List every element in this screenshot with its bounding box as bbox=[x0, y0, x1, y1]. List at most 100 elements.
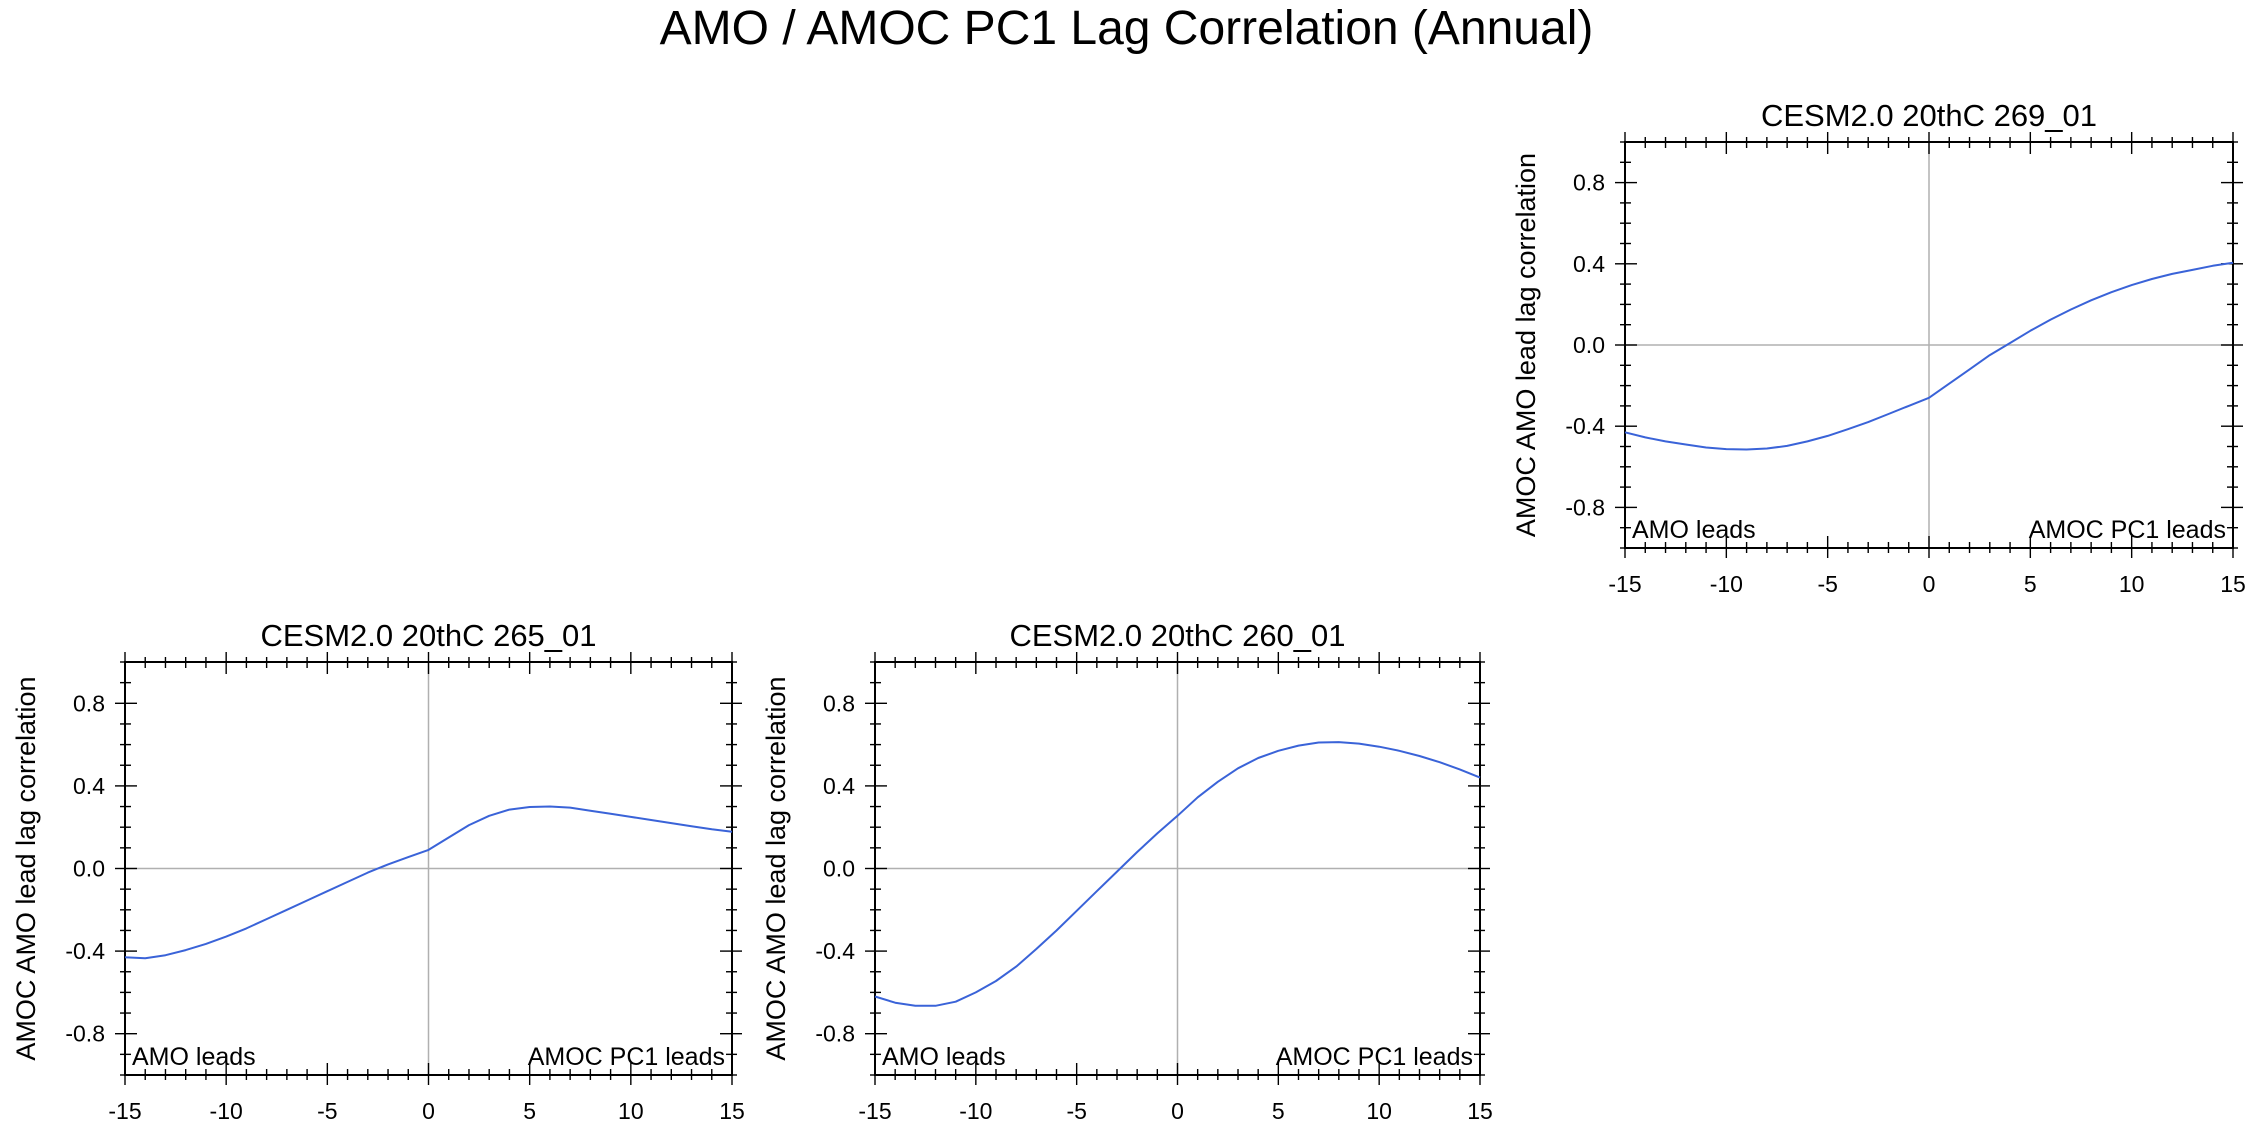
chart-269-01-data-point bbox=[1726, 448, 1728, 450]
chart-269-01-data-point bbox=[1969, 369, 1971, 371]
chart-269-01-data-point bbox=[2009, 342, 2011, 344]
chart-269-01-data-point bbox=[2111, 291, 2113, 293]
chart-269-01-data-point bbox=[2212, 265, 2214, 267]
chart-260-01-data-point bbox=[1197, 796, 1199, 798]
chart-260-01-data-point bbox=[955, 1001, 957, 1003]
chart-265-01-data-point bbox=[731, 831, 733, 833]
chart-260-01-data-point bbox=[1318, 742, 1320, 744]
chart-265-01-data-point bbox=[306, 900, 308, 902]
chart-260-01-data-point bbox=[995, 980, 997, 982]
chart-269-01-data-point bbox=[1807, 441, 1809, 443]
chart-260-01-data-point bbox=[1419, 755, 1421, 757]
chart-269-01-data-point bbox=[1644, 437, 1646, 439]
chart-265-01-series-line bbox=[124, 805, 733, 960]
chart-265-01-data-point bbox=[448, 837, 450, 839]
chart-269-01-xtick-label: -10 bbox=[1710, 571, 1743, 597]
chart-269-01-data-point bbox=[1705, 447, 1707, 449]
chart-265-01-data-point bbox=[509, 809, 511, 811]
chart-269-01-data-point bbox=[1786, 445, 1788, 447]
panel-260-01: -15 -10 -5 0 5 10 15 -0.8 -0.4 0.0 0.4 0.8 CESM2.0 2… bbox=[761, 618, 1493, 1124]
chart-265-01-ylabel: AMOC AMO lead lag correlation bbox=[11, 676, 41, 1060]
chart-260-01-data-point bbox=[1136, 851, 1138, 853]
chart-260-01-data-point bbox=[894, 1002, 896, 1004]
chart-260-01-data-point bbox=[1096, 890, 1098, 892]
page-title: AMO / AMOC PC1 Lag Correlation (Annual) bbox=[659, 2, 1594, 55]
chart-260-01-ytick-label: 0.0 bbox=[823, 856, 855, 882]
chart-265-01-annotation-amoc-leads: AMOC PC1 leads bbox=[528, 1043, 725, 1071]
chart-260-01-data-point bbox=[1399, 750, 1401, 752]
chart-265-01-xtick-label: 15 bbox=[719, 1098, 745, 1124]
chart-265-01-data-point bbox=[327, 890, 329, 892]
chart-260-01-data-point bbox=[1459, 769, 1461, 771]
chart-265-01-data-point bbox=[266, 918, 268, 920]
chart-269-01-data-point bbox=[1766, 448, 1768, 450]
chart-269-01-xtick-label: 5 bbox=[2024, 571, 2037, 597]
chart-265-01-annotation-amo-leads: AMO leads bbox=[132, 1043, 256, 1071]
chart-269-01-xtick-label: 10 bbox=[2119, 571, 2145, 597]
chart-269-01-data-point bbox=[1746, 449, 1748, 451]
chart-265-01-data-point bbox=[488, 815, 490, 817]
chart-260-01-data-point bbox=[1278, 750, 1280, 752]
chart-269-01-data-point bbox=[2131, 284, 2133, 286]
chart-260-01-data-point bbox=[874, 996, 876, 998]
chart-260-01-annotation-amo-leads: AMO leads bbox=[882, 1043, 1006, 1071]
chart-265-01-data-point bbox=[165, 954, 167, 956]
chart-269-01-data-point bbox=[2030, 330, 2032, 332]
chart-265-01-data-point bbox=[610, 813, 612, 815]
chart-269-01-xtick-label: 15 bbox=[2220, 571, 2246, 597]
chart-269-01-title: CESM2.0 20thC 269_01 bbox=[1761, 98, 2097, 133]
chart-260-01-data-point bbox=[1157, 833, 1159, 835]
chart-269-01-data-point bbox=[1827, 435, 1829, 437]
chart-265-01-data-point bbox=[367, 872, 369, 874]
chart-265-01-data-point bbox=[468, 824, 470, 826]
chart-260-01-data-point bbox=[1116, 871, 1118, 873]
chart-269-01-data-point bbox=[1888, 413, 1890, 415]
chart-265-01-data-point bbox=[590, 810, 592, 812]
chart-265-01-data-point bbox=[549, 806, 551, 808]
chart-269-01-data-point bbox=[1867, 421, 1869, 423]
chart-265-01-data-point bbox=[569, 807, 571, 809]
chart-260-01-data-point bbox=[1479, 777, 1481, 779]
chart-265-01-xtick-label: 0 bbox=[422, 1098, 435, 1124]
chart-260-01-data-point bbox=[1217, 781, 1219, 783]
chart-265-01-title: CESM2.0 20thC 265_01 bbox=[260, 618, 596, 653]
chart-260-01-xtick-label: 5 bbox=[1272, 1098, 1285, 1124]
chart-260-01-data-point bbox=[935, 1005, 937, 1007]
chart-260-01-data-point bbox=[1378, 746, 1380, 748]
chart-260-01-title: CESM2.0 20thC 260_01 bbox=[1009, 618, 1345, 653]
chart-269-01-data-point bbox=[1908, 405, 1910, 407]
chart-265-01-data-point bbox=[671, 822, 673, 824]
chart-260-01-ytick-label: 0.8 bbox=[823, 690, 855, 716]
chart-269-01-data-point bbox=[1928, 397, 1930, 399]
chart-265-01-ytick-label: 0.4 bbox=[73, 773, 105, 799]
panel-269-01: -15 -10 -5 0 5 10 15 -0.8 -0.4 0.0 0.4 0.8 CESM2.0 2… bbox=[1511, 98, 2246, 597]
chart-265-01-ytick-label: 0.0 bbox=[73, 856, 105, 882]
chart-265-01-data-point bbox=[630, 816, 632, 818]
chart-265-01-ytick-label: 0.8 bbox=[73, 690, 105, 716]
chart-260-01-ytick-label: -0.4 bbox=[815, 938, 855, 964]
chart-269-01-data-point bbox=[2151, 278, 2153, 280]
chart-269-01-data-point bbox=[2232, 262, 2234, 264]
chart-269-01-ytick-label: -0.8 bbox=[1565, 494, 1605, 520]
chart-269-01-data-point bbox=[2192, 269, 2194, 271]
chart-269-01-data-point bbox=[1665, 441, 1667, 443]
chart-265-01-xtick-label: 10 bbox=[618, 1098, 644, 1124]
chart-265-01-data-point bbox=[529, 806, 531, 808]
chart-269-01-data-point bbox=[1685, 444, 1687, 446]
chart-260-01-xtick-label: -15 bbox=[858, 1098, 891, 1124]
chart-260-01-data-point bbox=[1177, 815, 1179, 817]
chart-260-01-data-point bbox=[915, 1005, 917, 1007]
chart-265-01-data-point bbox=[711, 828, 713, 830]
chart-265-01-xtick-label: -10 bbox=[210, 1098, 243, 1124]
chart-269-01-ytick-label: 0.4 bbox=[1573, 251, 1605, 277]
chart-260-01-data-point bbox=[1257, 757, 1259, 759]
chart-265-01-data-point bbox=[428, 849, 430, 851]
chart-269-01-ytick-label: 0.0 bbox=[1573, 332, 1605, 358]
chart-260-01-xtick-label: -10 bbox=[959, 1098, 992, 1124]
chart-260-01-data-point bbox=[1015, 966, 1017, 968]
chart-260-01-data-point bbox=[1298, 745, 1300, 747]
chart-260-01-data-point bbox=[1076, 910, 1078, 912]
chart-265-01-data-point bbox=[347, 881, 349, 883]
chart-265-01-data-point bbox=[407, 856, 409, 858]
chart-269-01-series-line bbox=[1624, 261, 2234, 451]
